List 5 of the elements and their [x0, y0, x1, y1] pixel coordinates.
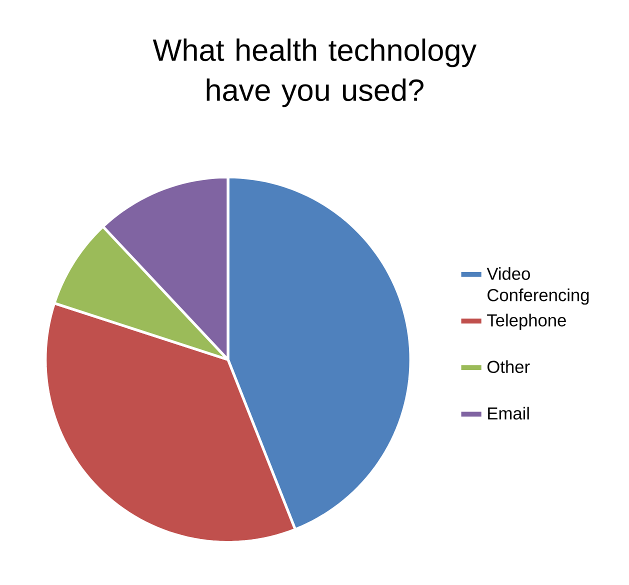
legend-label: Email [488, 406, 529, 420]
legend-label: Other [488, 360, 530, 374]
legend-label: Video Conferencing [486, 267, 589, 305]
chart-title: What health technology have you used? [152, 38, 477, 108]
legend-label: Telephone [487, 314, 566, 330]
